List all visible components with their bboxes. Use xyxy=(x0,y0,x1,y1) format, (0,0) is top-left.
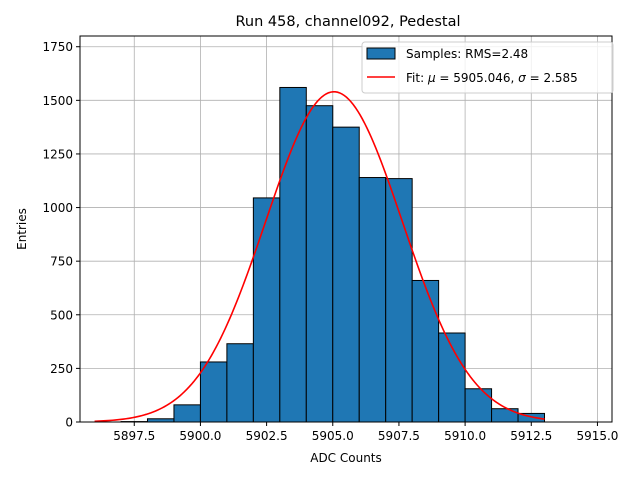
y-axis-label: Entries xyxy=(15,208,29,250)
x-tick-label: 5915.0 xyxy=(576,429,618,443)
y-axis: 0 250 500 750 1000 1250 1500 1750 xyxy=(42,40,80,430)
x-axis-label: ADC Counts xyxy=(310,451,382,465)
plot-frame xyxy=(79,35,613,423)
histogram-bar xyxy=(332,126,360,423)
y-tick-label: 1250 xyxy=(42,147,73,161)
x-axis: 5897.5 5900.0 5902.5 5905.0 5907.5 5910.0 5912… xyxy=(113,422,618,443)
histogram-bar xyxy=(385,178,413,423)
histogram-bar xyxy=(199,361,228,423)
y-tick-label: 500 xyxy=(50,308,73,322)
histogram-bar xyxy=(358,177,387,423)
histogram-bar xyxy=(279,86,307,423)
x-tick-label: 5900.0 xyxy=(179,429,221,443)
x-tick-label: 5912.5 xyxy=(510,429,552,443)
legend-label-samples: Samples: RMS=2.48 xyxy=(406,47,528,61)
legend-label-fit: Fit: μ = 5905.046, σ = 2.585 xyxy=(406,71,578,85)
fit-curve-group xyxy=(94,90,545,423)
histogram-bar xyxy=(464,388,493,423)
histogram-bar xyxy=(173,404,201,423)
legend-box xyxy=(361,41,614,94)
x-tick-label: 5910.0 xyxy=(444,429,486,443)
histogram-bar xyxy=(252,197,281,423)
histogram-bar xyxy=(491,408,519,423)
x-tick-label: 5902.5 xyxy=(246,429,288,443)
histogram-bar xyxy=(411,279,440,423)
legend: Samples: RMS=2.48 Fit: μ = 5905.046, σ =… xyxy=(361,41,614,94)
y-tick-label: 0 xyxy=(65,416,73,430)
histogram-bars xyxy=(120,86,546,423)
histogram-bar xyxy=(305,105,334,423)
fit-curve xyxy=(94,90,545,423)
x-tick-label: 5897.5 xyxy=(113,429,155,443)
y-tick-label: 250 xyxy=(50,362,73,376)
histogram-bar xyxy=(226,343,254,423)
y-tick-label: 750 xyxy=(50,255,73,269)
y-tick-label: 1750 xyxy=(42,40,73,54)
chart-title: Run 458, channel092, Pedestal xyxy=(235,14,460,30)
legend-swatch-samples xyxy=(366,47,396,60)
mu-symbol: μ xyxy=(427,71,436,85)
sigma-symbol: σ xyxy=(518,71,526,85)
x-tick-label: 5905.0 xyxy=(312,429,354,443)
x-tick-label: 5907.5 xyxy=(378,429,420,443)
y-tick-label: 1000 xyxy=(42,201,73,215)
y-tick-label: 1500 xyxy=(42,94,73,108)
